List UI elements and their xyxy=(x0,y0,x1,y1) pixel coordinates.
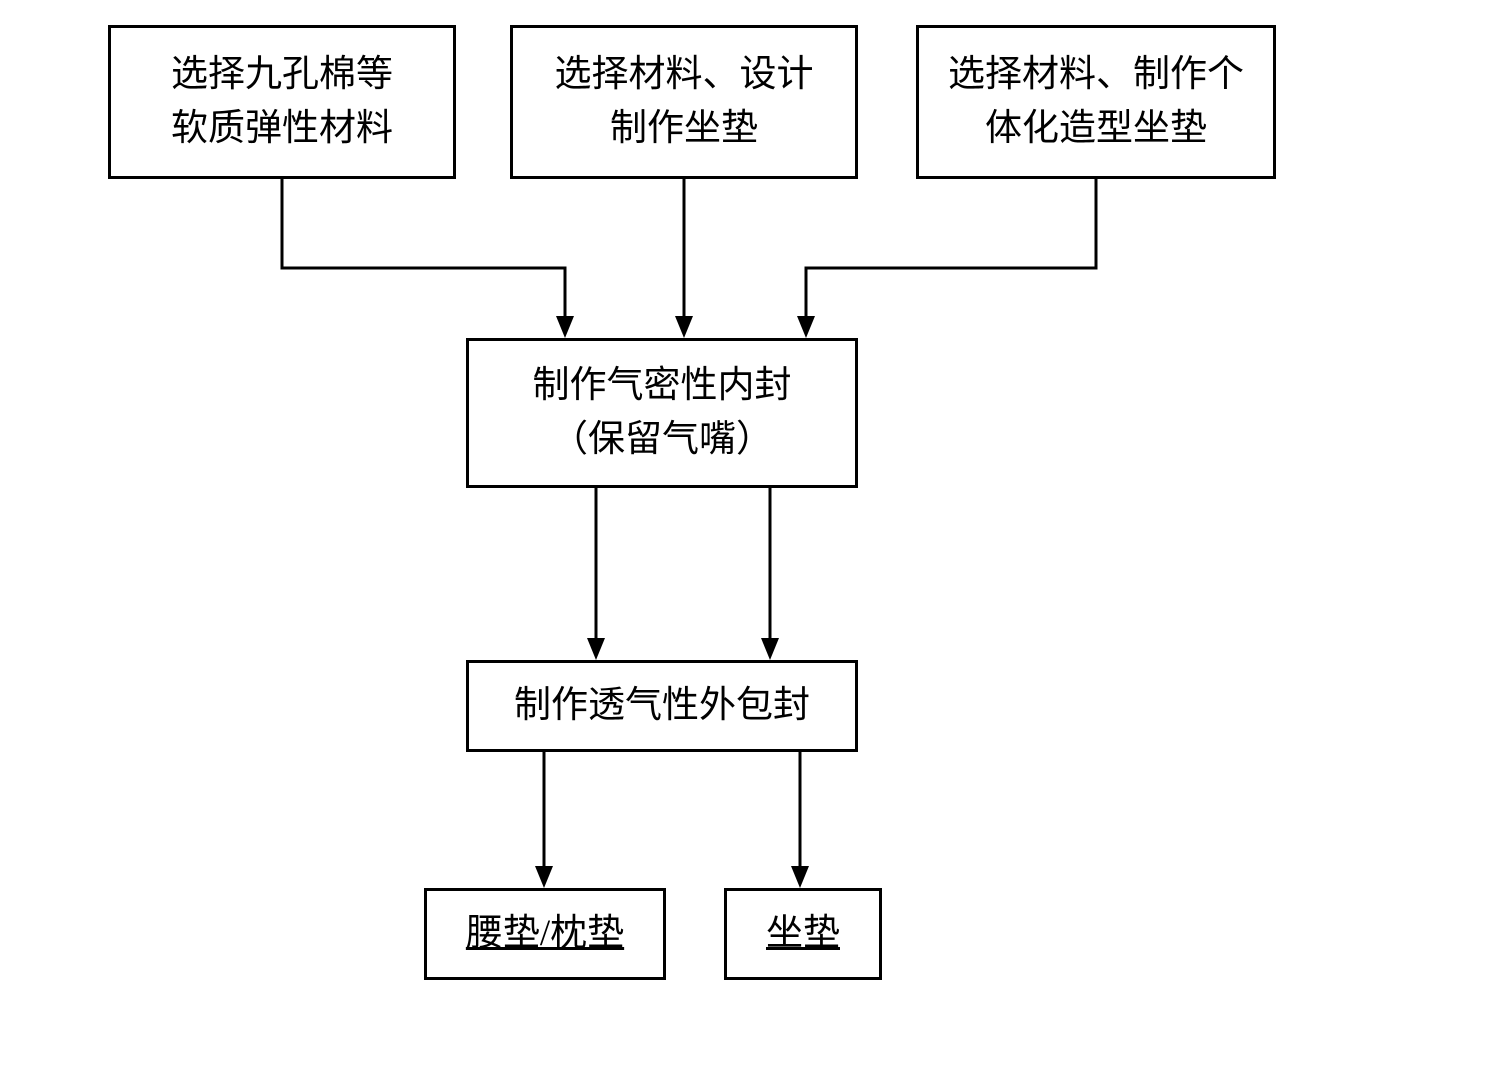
node-inner-seal: 制作气密性内封 （保留气嘴） xyxy=(466,338,858,488)
node-seat: 坐垫 xyxy=(724,888,882,980)
node-top-left: 选择九孔棉等 软质弹性材料 xyxy=(108,25,456,179)
node-label: 腰垫/枕垫 xyxy=(466,907,624,961)
node-outer-wrap: 制作透气性外包封 xyxy=(466,660,858,752)
flowchart-canvas: 选择九孔棉等 软质弹性材料 选择材料、设计 制作坐垫 选择材料、制作个 体化造型… xyxy=(0,0,1511,1091)
node-top-mid: 选择材料、设计 制作坐垫 xyxy=(510,25,858,179)
node-label: 制作气密性内封 xyxy=(533,359,792,413)
node-label: 制作透气性外包封 xyxy=(514,679,810,733)
node-lumbar-pillow: 腰垫/枕垫 xyxy=(424,888,666,980)
node-label: 坐垫 xyxy=(766,907,840,961)
node-top-right: 选择材料、制作个 体化造型坐垫 xyxy=(916,25,1276,179)
node-label: 选择九孔棉等 xyxy=(171,48,393,102)
node-label: 选择材料、设计 xyxy=(555,48,814,102)
node-label: 体化造型坐垫 xyxy=(985,102,1207,156)
node-label: 制作坐垫 xyxy=(610,102,758,156)
node-label: 软质弹性材料 xyxy=(171,102,393,156)
node-label: 选择材料、制作个 xyxy=(948,48,1244,102)
node-label: （保留气嘴） xyxy=(551,413,773,467)
